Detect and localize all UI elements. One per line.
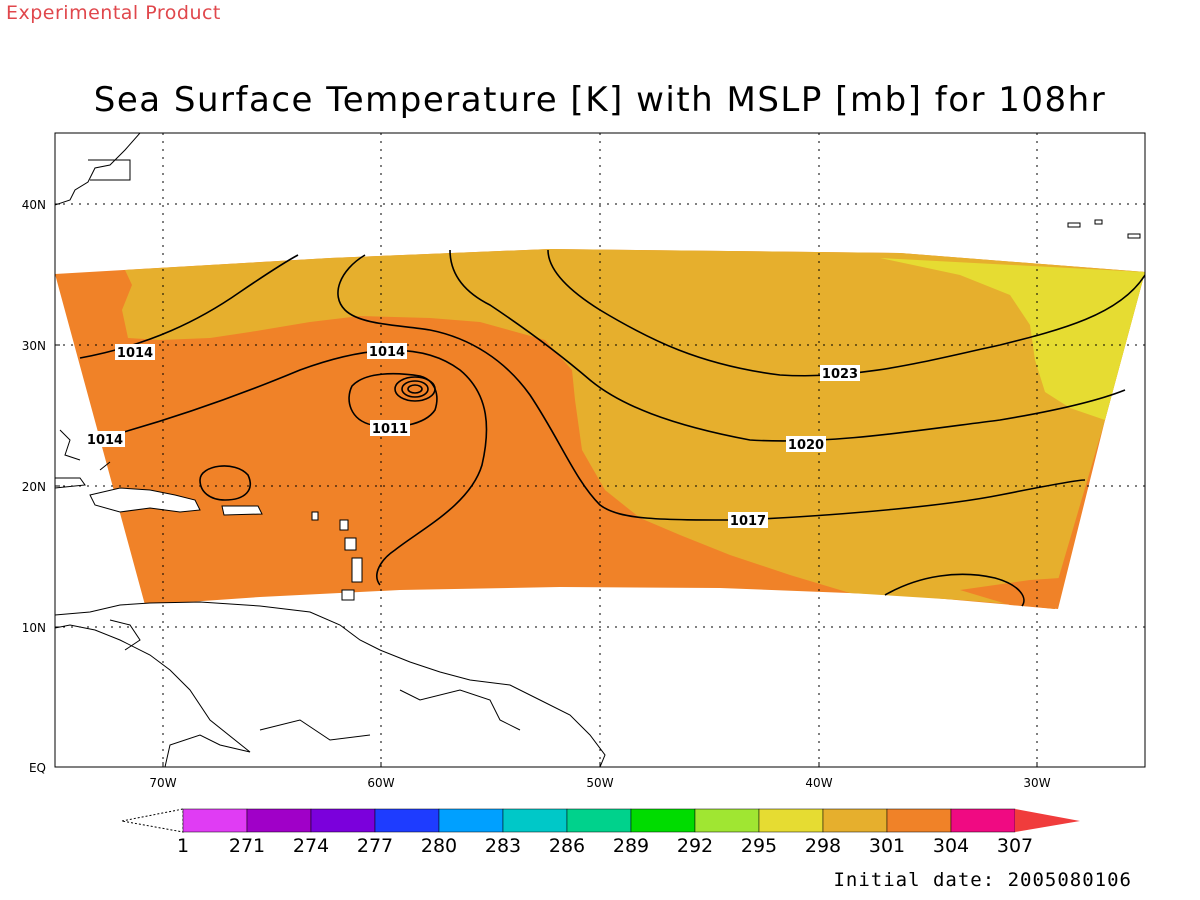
lesser-antilles-2 xyxy=(339,519,349,531)
contour-labels: 1014 1014 1014 1011 1023 1020 1017 xyxy=(85,343,860,529)
lesser-antilles-4 xyxy=(351,557,363,583)
isobar-low-ring-1 xyxy=(394,376,436,402)
longitude-labels: 70W 60W 50W 40W 30W xyxy=(149,776,1050,790)
lon-label-40w: 40W xyxy=(805,776,832,790)
trinidad xyxy=(341,589,355,601)
initial-date: Initial date: 2005080106 xyxy=(833,869,1132,891)
colorbar-label: 289 xyxy=(613,835,649,857)
isobar-low-ring-3 xyxy=(407,384,423,394)
mslp-contours xyxy=(79,249,1145,607)
axis-ticks xyxy=(55,203,1038,767)
colorbar-cell xyxy=(374,808,440,833)
isobar-1011 xyxy=(348,372,438,428)
colorbar-cell xyxy=(950,808,1016,833)
lat-label-40n: 40N xyxy=(22,198,46,212)
colorbar-label: 298 xyxy=(805,835,841,857)
isobar-small-circle xyxy=(199,465,251,501)
colorbar-label: 280 xyxy=(421,835,457,857)
coast-detail xyxy=(59,159,521,741)
colorbar-cell xyxy=(246,808,312,833)
isobar-1020 xyxy=(449,249,1126,442)
contour-label-1011: 1011 xyxy=(372,422,408,437)
lesser-antilles-3 xyxy=(344,537,357,551)
isobar-northwest xyxy=(337,254,1086,521)
colorbar-label: 283 xyxy=(485,835,521,857)
contour-label-1023: 1023 xyxy=(822,367,858,382)
colorbar-cell xyxy=(182,808,248,833)
puerto-rico xyxy=(221,505,263,516)
colorbar-label: 274 xyxy=(293,835,329,857)
colorbar-label: 277 xyxy=(357,835,393,857)
contour-label-1014-west-low: 1014 xyxy=(87,433,123,448)
north-america-coast xyxy=(55,133,141,206)
colorbar-label: 292 xyxy=(677,835,713,857)
isobar-low-ring-2 xyxy=(401,380,429,398)
grid-lines xyxy=(55,133,1145,767)
lon-label-30w: 30W xyxy=(1023,776,1050,790)
isobar-1023 xyxy=(547,249,1145,377)
colorbar-labels: 1 271 274 277 280 283 286 289 292 295 298 301 304 307 xyxy=(177,835,1033,857)
colorbar-label: 304 xyxy=(933,835,969,857)
colorbar-cell xyxy=(630,808,696,833)
sst-band-301 xyxy=(122,249,1145,609)
lesser-antilles-1 xyxy=(311,511,319,521)
colorbar-cell xyxy=(566,808,632,833)
lon-label-60w: 60W xyxy=(367,776,394,790)
isobar-1014-center xyxy=(94,349,488,586)
colorbar-label: 301 xyxy=(869,835,905,857)
colorbar-label: 271 xyxy=(229,835,265,857)
colorbar-max-arrow xyxy=(1015,809,1080,832)
colorbar-label: 295 xyxy=(741,835,777,857)
lat-label-eq: EQ xyxy=(29,761,46,775)
lon-label-50w: 50W xyxy=(586,776,613,790)
map-title: Sea Surface Temperature [K] with MSLP [m… xyxy=(93,80,1107,120)
colorbar-cell xyxy=(438,808,504,833)
colorbar-cell xyxy=(694,808,760,833)
cuba-tip xyxy=(55,477,86,489)
sst-band-298 xyxy=(880,258,1145,420)
experimental-product-tag: Experimental Product xyxy=(6,2,221,24)
lon-label-70w: 70W xyxy=(149,776,176,790)
colorbar-cell xyxy=(310,808,376,833)
sst-band-304-southeast xyxy=(960,578,1060,609)
coastlines xyxy=(55,133,1141,767)
colorbar-cell xyxy=(758,808,824,833)
south-america-coast xyxy=(55,601,606,767)
colorbar: 1 271 274 277 280 283 286 289 292 295 298 301 304 307 xyxy=(121,808,1080,857)
contour-label-1017: 1017 xyxy=(730,514,766,529)
azores-islands xyxy=(1067,219,1141,239)
colorbar-label: 286 xyxy=(549,835,585,857)
lat-label-30n: 30N xyxy=(22,339,46,353)
hispaniola xyxy=(89,487,201,513)
isobar-southern-low xyxy=(884,573,1025,607)
colorbar-cell xyxy=(502,808,568,833)
lat-label-20n: 20N xyxy=(22,480,46,494)
contour-label-1014-center: 1014 xyxy=(369,345,405,360)
colorbar-min-arrow xyxy=(121,808,184,833)
latitude-labels: EQ 10N 20N 30N 40N xyxy=(22,198,46,775)
colorbar-cells xyxy=(182,808,1016,833)
colorbar-label: 1 xyxy=(177,835,189,857)
colorbar-cell xyxy=(822,808,888,833)
colorbar-label: 307 xyxy=(997,835,1033,857)
contour-label-1014-west-top: 1014 xyxy=(117,346,153,361)
contour-label-1020: 1020 xyxy=(788,438,824,453)
colorbar-cell xyxy=(886,808,952,833)
lat-label-10n: 10N xyxy=(22,621,46,635)
